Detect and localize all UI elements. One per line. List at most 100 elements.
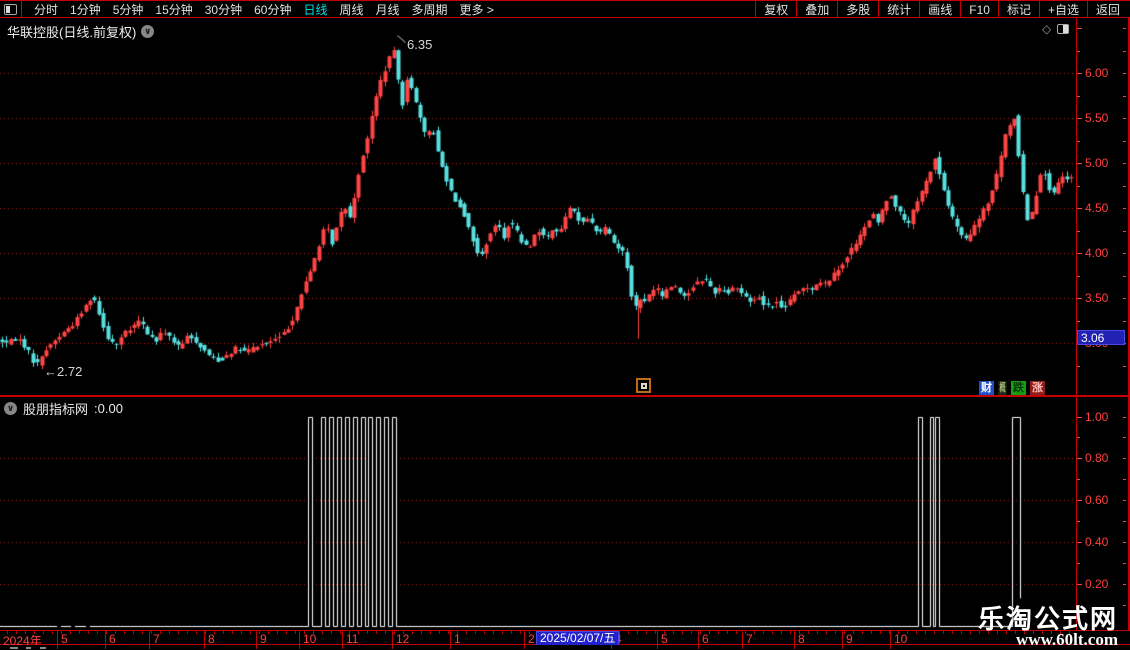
indicator-axis: 1.00 0.80 0.60 0.40 0.20 — [1076, 397, 1128, 630]
main-price-chart[interactable] — [0, 19, 1076, 396]
date-tick — [61, 631, 62, 634]
indicator-axis-label: 0.80 — [1085, 451, 1109, 466]
date-tick — [450, 645, 451, 649]
toolbar-tab[interactable]: 60分钟 — [254, 2, 292, 17]
date-tick — [655, 631, 656, 634]
toolbar-tab[interactable]: 1分钟 — [70, 2, 101, 17]
date-tick — [295, 631, 296, 634]
axis-tick — [1076, 298, 1082, 299]
price-axis-label: 5.00 — [1085, 156, 1109, 170]
toolbar-button[interactable]: 统计 — [878, 1, 919, 17]
date-tick — [97, 631, 98, 634]
date-tick — [124, 631, 125, 634]
date-tick — [57, 645, 58, 649]
date-tick — [151, 631, 152, 634]
month-gridline — [524, 631, 525, 644]
date-tick — [736, 631, 737, 634]
month-gridline — [342, 631, 343, 644]
toolbar-tab[interactable]: 30分钟 — [204, 2, 243, 17]
toolbar-tab[interactable]: 5分钟 — [112, 2, 144, 17]
toolbar-button[interactable]: 多股 — [837, 1, 878, 17]
toolbar-button[interactable]: +自选 — [1038, 1, 1087, 17]
axis-tick — [1123, 541, 1126, 543]
toolbar-tab[interactable]: 周线 — [339, 2, 364, 17]
split-pane-icon[interactable] — [1057, 24, 1070, 34]
layout-toggle-button[interactable] — [0, 1, 22, 17]
date-tick — [421, 631, 422, 634]
date-tick — [916, 631, 917, 634]
month-gridline — [794, 631, 795, 644]
watermark-url: www.60lt.com — [1016, 630, 1118, 649]
axis-tick — [1076, 365, 1080, 367]
last-price-badge: 3.06 — [1077, 329, 1125, 345]
quick-badge[interactable]: 概 — [998, 381, 1007, 395]
toolbar-tab[interactable]: 月线 — [375, 2, 400, 17]
month-gridline — [842, 631, 843, 644]
date-tick — [1015, 631, 1016, 634]
toolbar-tab[interactable]: 分时 — [34, 2, 59, 17]
indicator-axis-label: 0.60 — [1085, 493, 1109, 508]
quick-badge[interactable]: 涨 — [1030, 381, 1045, 395]
date-tick — [1024, 631, 1025, 634]
toolbar-tab[interactable]: 日线 — [303, 2, 328, 17]
axis-tick — [1076, 521, 1080, 522]
date-tick — [826, 631, 827, 634]
toolbar-button[interactable]: 复权 — [755, 1, 796, 17]
top-toolbar: 分时 1分钟 5分钟 15分钟 30分钟 60分钟 日线 周线 月线 多周期 更多 > 复权 叠加 多股… — [0, 0, 1130, 18]
date-tick — [205, 631, 206, 634]
date-tick — [223, 631, 224, 634]
date-tick — [286, 631, 287, 634]
price-axis-label: 6.00 — [1085, 66, 1109, 80]
chevron-down-icon[interactable]: ∨ — [141, 25, 155, 38]
toolbar-tab[interactable]: 15分钟 — [155, 2, 193, 17]
date-tick — [367, 631, 368, 634]
month-gridline — [204, 631, 205, 644]
date-tick — [448, 631, 449, 634]
toolbar-button[interactable]: 返回 — [1086, 1, 1128, 17]
month-gridline — [890, 631, 891, 644]
month-label: 9 — [846, 632, 853, 646]
month-gridline — [742, 631, 743, 644]
date-tick — [214, 631, 215, 634]
date-tick — [457, 631, 458, 634]
toolbar-tab[interactable]: 多周期 — [411, 2, 448, 17]
indicator-chart[interactable] — [0, 397, 1076, 630]
date-tick — [313, 631, 314, 634]
date-tick — [502, 631, 503, 634]
axis-tick — [1123, 416, 1126, 418]
toolbar-button[interactable]: 标记 — [997, 1, 1039, 17]
date-tick — [772, 631, 773, 634]
axis-tick — [1076, 500, 1082, 502]
axis-tick — [1123, 298, 1126, 299]
date-tick — [7, 631, 8, 634]
axis-tick — [1076, 562, 1080, 564]
marker-icon[interactable] — [636, 378, 651, 393]
date-tick — [817, 631, 818, 634]
date-tick — [790, 631, 791, 634]
date-tick — [1006, 631, 1007, 634]
axis-tick — [1076, 163, 1082, 164]
indicator-axis-label: 0.40 — [1085, 534, 1109, 549]
toolbar-button[interactable]: 叠加 — [796, 1, 837, 17]
toolbar-tab[interactable]: 更多 > — [459, 2, 494, 17]
axis-tick — [1076, 50, 1080, 52]
price-axis-label: 5.50 — [1085, 111, 1109, 125]
toolbar-button[interactable]: F10 — [960, 1, 998, 17]
date-tick — [742, 645, 743, 649]
date-tick — [105, 645, 106, 649]
diamond-icon[interactable]: ◇ — [1042, 22, 1052, 36]
indicator-label-row: ∨ 股朋指标网 :0.00 — [4, 399, 123, 418]
axis-tick — [1076, 140, 1080, 142]
quick-badge[interactable]: 跌 — [1011, 381, 1026, 395]
chevron-down-icon[interactable]: ∨ — [4, 402, 17, 415]
month-label: 7 — [153, 632, 160, 646]
month-label: 6 — [109, 632, 116, 646]
date-tick — [524, 645, 525, 649]
axis-tick — [1123, 437, 1126, 439]
partial-row-mark — [10, 647, 18, 649]
toolbar-button[interactable]: 画线 — [919, 1, 960, 17]
month-gridline — [450, 631, 451, 644]
month-label: 2024年 — [3, 634, 42, 648]
date-tick — [619, 631, 620, 634]
quick-badge[interactable]: 财 — [979, 381, 994, 395]
